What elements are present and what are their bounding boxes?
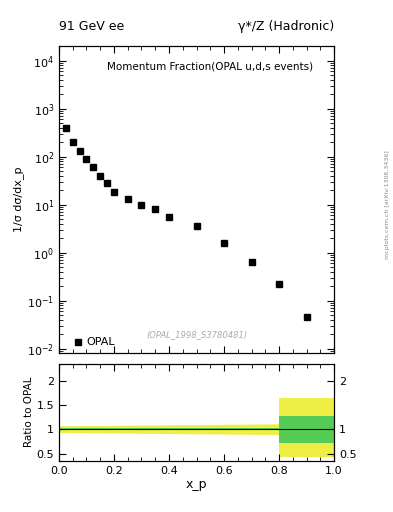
Y-axis label: 1/σ dσ/dx_p: 1/σ dσ/dx_p [13, 167, 24, 232]
Text: γ*/Z (Hadronic): γ*/Z (Hadronic) [238, 20, 334, 33]
Text: 91 GeV ee: 91 GeV ee [59, 20, 124, 33]
X-axis label: x_p: x_p [186, 478, 207, 492]
Text: mcplots.cern.ch [arXiv:1306.3436]: mcplots.cern.ch [arXiv:1306.3436] [385, 151, 389, 259]
Text: (OPAL_1998_S3780481): (OPAL_1998_S3780481) [146, 330, 247, 339]
Y-axis label: Ratio to OPAL: Ratio to OPAL [24, 377, 34, 447]
Text: Momentum Fraction(OPAL u,d,s events): Momentum Fraction(OPAL u,d,s events) [107, 61, 313, 72]
Text: OPAL: OPAL [86, 336, 115, 347]
